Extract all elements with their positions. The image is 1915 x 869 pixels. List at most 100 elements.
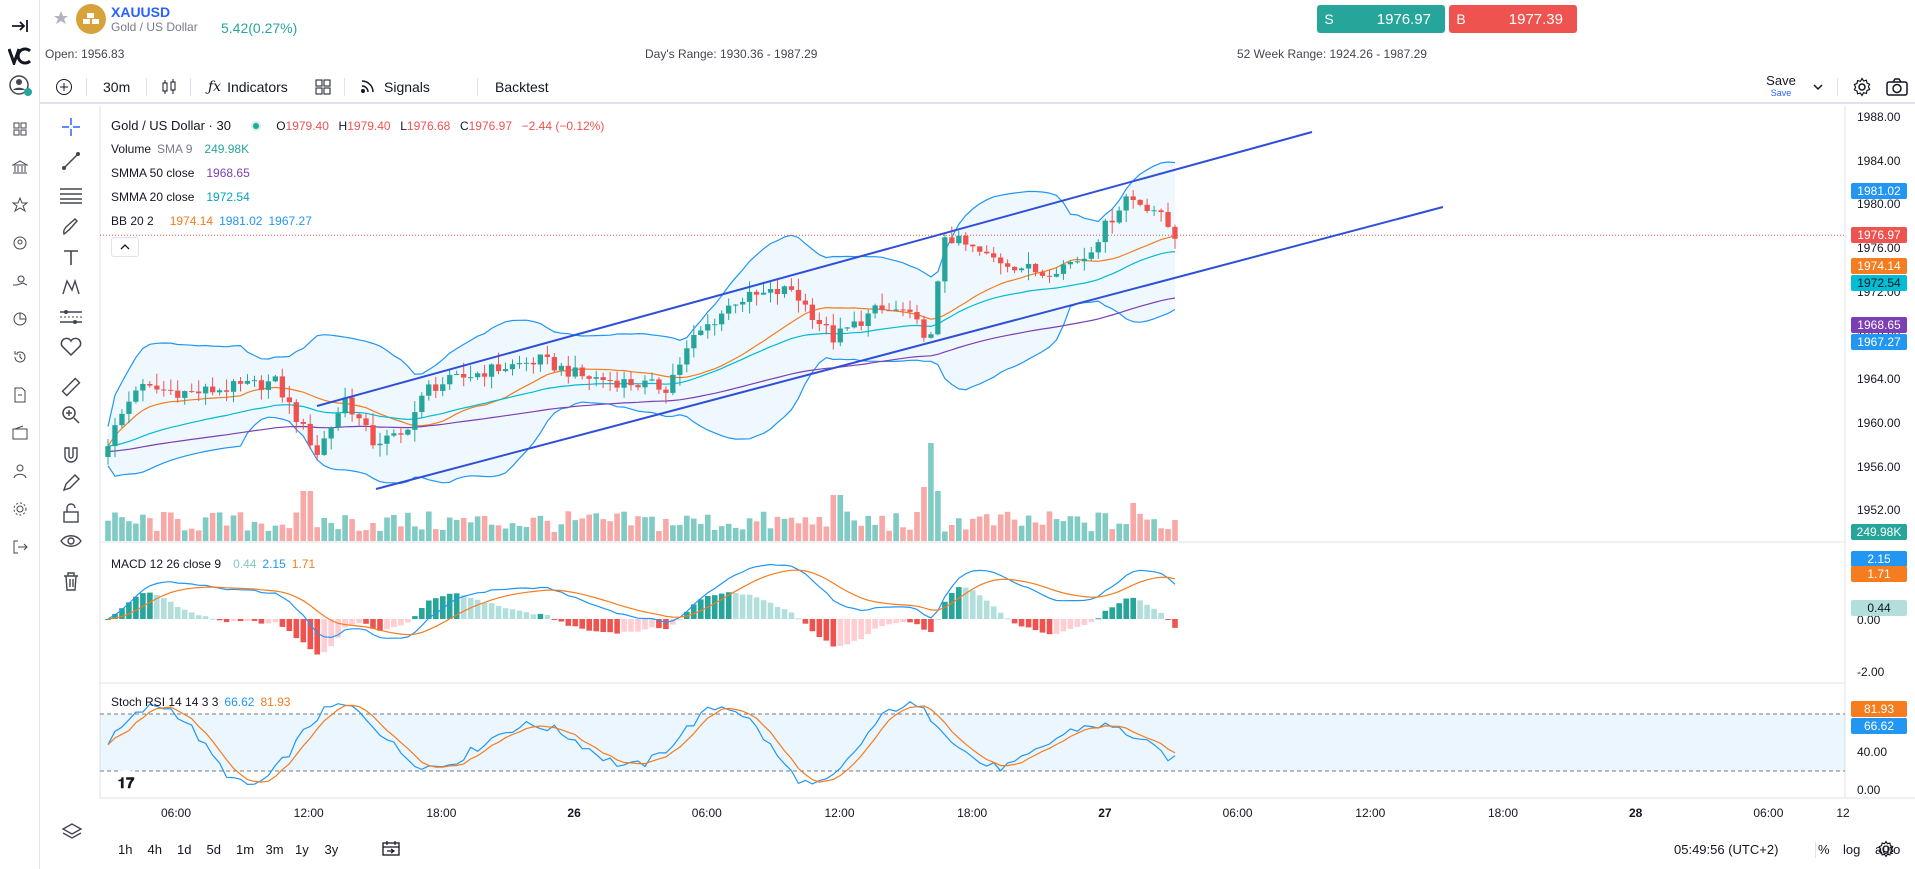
date-range-icon[interactable] bbox=[382, 840, 400, 859]
collapse-legend-button[interactable] bbox=[111, 237, 139, 257]
macd-histogram-bar bbox=[356, 619, 362, 624]
save-button[interactable]: Save Save bbox=[1762, 73, 1800, 98]
stoch-legend[interactable]: Stoch RSI 14 14 3 3 66.62 81.93 bbox=[111, 695, 296, 709]
gear-icon[interactable] bbox=[1852, 76, 1872, 98]
macd-histogram-bar bbox=[551, 619, 558, 620]
indicators-label: Indicators bbox=[227, 79, 288, 95]
time-axis-label: 06:00 bbox=[160, 806, 192, 820]
horizontal-lines-icon[interactable] bbox=[58, 182, 84, 208]
volume-bar bbox=[356, 530, 362, 541]
smma50-legend[interactable]: SMMA 50 close 1968.65 bbox=[111, 166, 256, 180]
bank-icon[interactable] bbox=[8, 155, 32, 179]
signals-label: Signals bbox=[384, 79, 430, 95]
candle-body bbox=[663, 389, 669, 393]
buy-button[interactable]: B 1977.39 bbox=[1449, 5, 1577, 33]
templates-icon[interactable] bbox=[314, 76, 332, 98]
range-button-4h[interactable]: 4h bbox=[147, 842, 162, 857]
volume-bar bbox=[1095, 512, 1102, 541]
layers-icon[interactable] bbox=[61, 822, 83, 847]
volume-bar bbox=[809, 524, 816, 541]
chevron-down-icon[interactable] bbox=[1812, 76, 1824, 98]
text-icon[interactable] bbox=[58, 244, 84, 270]
sell-button[interactable]: S 1976.97 bbox=[1317, 5, 1445, 33]
star-icon[interactable] bbox=[53, 10, 69, 31]
dashboard-icon[interactable] bbox=[8, 117, 32, 141]
pencil-lock-icon[interactable] bbox=[58, 470, 84, 496]
collapse-arrow-icon[interactable] bbox=[8, 14, 32, 38]
star-icon[interactable] bbox=[8, 193, 32, 217]
hand-coin-icon[interactable] bbox=[8, 269, 32, 293]
tv-logo-icon[interactable]: 𝟏𝟕 bbox=[112, 770, 140, 796]
interval-button[interactable]: 30m bbox=[103, 79, 131, 95]
range-button-3m[interactable]: 3m bbox=[265, 842, 284, 857]
brush-icon[interactable] bbox=[58, 214, 84, 240]
history-icon[interactable] bbox=[8, 345, 32, 369]
symbol-ticker[interactable]: XAUUSD bbox=[111, 4, 171, 20]
candle-body bbox=[1088, 252, 1094, 259]
range-button-3y[interactable]: 3y bbox=[324, 842, 339, 857]
magnet-icon[interactable] bbox=[58, 442, 84, 468]
camera-icon[interactable] bbox=[1886, 76, 1908, 98]
gear-icon[interactable] bbox=[1877, 840, 1895, 863]
macd-legend[interactable]: MACD 12 26 close 9 0.44 2.15 1.71 bbox=[111, 557, 321, 571]
wallet-icon[interactable] bbox=[8, 421, 32, 445]
chart-title[interactable]: Gold / US Dollar · 30 bbox=[111, 118, 231, 133]
macd-histogram-bar bbox=[656, 619, 662, 629]
smma20-legend[interactable]: SMMA 20 close 1972.54 bbox=[111, 190, 256, 204]
log-toggle[interactable]: log bbox=[1843, 842, 1861, 857]
volume-legend[interactable]: Volume SMA 9 249.98K bbox=[111, 142, 255, 156]
bb-legend[interactable]: BB 20 2 1974.14 1981.02 1967.27 bbox=[111, 214, 318, 228]
indicators-button[interactable]: ƒx Indicators bbox=[208, 76, 288, 98]
percent-toggle[interactable]: % bbox=[1818, 842, 1830, 857]
macd-histogram-bar bbox=[670, 619, 676, 625]
candle-body bbox=[377, 443, 383, 446]
profile-icon[interactable] bbox=[8, 231, 32, 255]
candle-body bbox=[475, 373, 481, 378]
macd-hist-tag: 0.44 bbox=[1851, 600, 1907, 616]
bb-basis-line bbox=[107, 235, 1176, 447]
measure-lines-icon[interactable] bbox=[58, 304, 84, 330]
candle-body bbox=[237, 381, 244, 384]
range-button-1y[interactable]: 1y bbox=[295, 842, 309, 857]
document-icon[interactable] bbox=[8, 383, 32, 407]
macd-histogram-bar bbox=[405, 619, 411, 623]
volume-bar bbox=[523, 527, 530, 541]
vc-logo-icon[interactable] bbox=[8, 44, 32, 68]
add-symbol-icon[interactable] bbox=[55, 76, 73, 98]
trend-line-icon[interactable] bbox=[58, 148, 84, 174]
eye-icon[interactable] bbox=[58, 528, 84, 554]
backtest-button[interactable]: Backtest bbox=[495, 79, 549, 95]
volume-bar bbox=[349, 519, 355, 541]
volume-bar bbox=[746, 518, 753, 541]
trash-icon[interactable] bbox=[58, 568, 84, 594]
person-icon[interactable] bbox=[8, 459, 32, 483]
volume-bar bbox=[970, 518, 976, 541]
ruler-icon[interactable] bbox=[58, 374, 84, 400]
macd-histogram-bar bbox=[942, 601, 948, 619]
pie-chart-icon[interactable] bbox=[8, 307, 32, 331]
candles-icon[interactable] bbox=[160, 76, 178, 98]
heart-icon[interactable] bbox=[58, 334, 84, 360]
range-button-1m[interactable]: 1m bbox=[236, 842, 255, 857]
pattern-icon[interactable] bbox=[58, 274, 84, 300]
time-axis-label: 18:00 bbox=[426, 806, 457, 820]
clock-readout[interactable]: 05:49:56 (UTC+2) bbox=[1674, 842, 1779, 857]
user-avatar-icon[interactable] bbox=[8, 74, 32, 98]
volume-bar bbox=[900, 527, 906, 541]
range-button-1d[interactable]: 1d bbox=[177, 842, 192, 857]
crosshair-icon[interactable] bbox=[58, 114, 84, 140]
macd-histogram-bar bbox=[718, 593, 725, 619]
channel-lower-line bbox=[375, 206, 1444, 490]
logout-icon[interactable] bbox=[8, 535, 32, 559]
macd-histogram-bar bbox=[335, 619, 341, 638]
range-button-1h[interactable]: 1h bbox=[118, 842, 133, 857]
lock-icon[interactable] bbox=[58, 500, 84, 526]
volume-bar bbox=[1165, 529, 1171, 541]
signals-button[interactable]: Signals bbox=[360, 76, 430, 98]
macd-histogram-bar bbox=[914, 619, 920, 625]
gear-icon[interactable] bbox=[8, 497, 32, 521]
range-button-5d[interactable]: 5d bbox=[206, 842, 221, 857]
candle-body bbox=[1032, 263, 1039, 273]
zoom-in-icon[interactable] bbox=[58, 402, 84, 428]
